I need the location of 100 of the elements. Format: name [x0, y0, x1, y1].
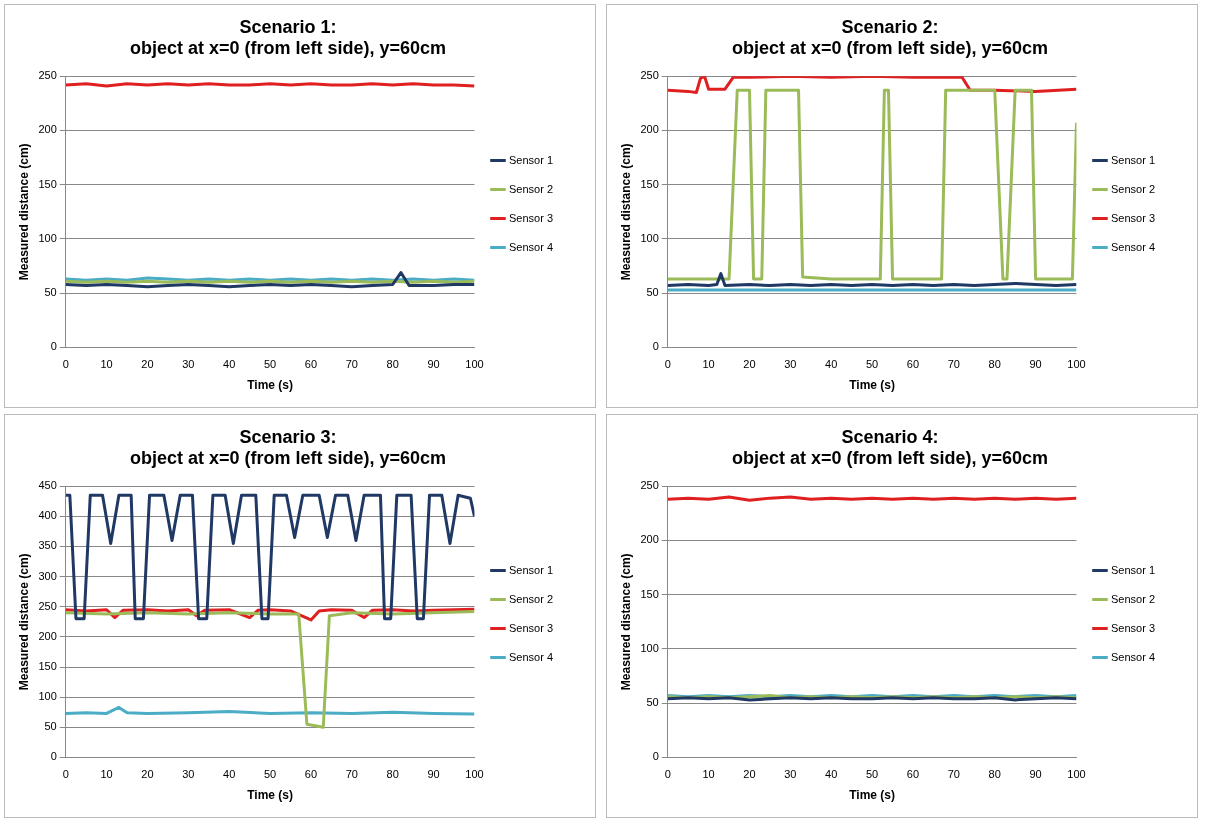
- x-tick-label: 30: [182, 358, 195, 371]
- x-tick-label: 60: [906, 358, 920, 371]
- x-tick-label: 10: [100, 358, 113, 371]
- x-tick-label: 10: [702, 358, 715, 371]
- y-axis-title: Measured distance (cm): [16, 143, 31, 281]
- y-tick-label: 0: [652, 750, 659, 763]
- y-tick-label: 100: [38, 231, 57, 244]
- x-tick-label: 50: [263, 358, 277, 371]
- y-tick-label: 450: [38, 479, 57, 492]
- x-tick-label: 50: [263, 768, 277, 781]
- x-tick-label: 30: [784, 768, 797, 781]
- x-tick-label: 0: [664, 768, 671, 781]
- y-tick-label: 50: [44, 720, 57, 733]
- y-axis-title: Measured distance (cm): [16, 553, 31, 691]
- x-tick-label: 80: [386, 358, 399, 371]
- y-tick-label: 200: [38, 123, 57, 136]
- legend-label: Sensor 1: [1110, 153, 1155, 166]
- x-tick-label: 90: [1029, 358, 1042, 371]
- y-tick-label: 250: [38, 69, 57, 82]
- y-tick-label: 200: [640, 533, 659, 546]
- y-tick-label: 250: [640, 479, 659, 492]
- y-tick-label: 0: [50, 750, 57, 763]
- x-tick-label: 70: [345, 768, 358, 781]
- chart-title: Scenario 4: object at x=0 (from left side), y=60cm: [731, 426, 1049, 469]
- y-tick-label: 150: [38, 177, 57, 190]
- x-tick-label: 0: [62, 768, 69, 781]
- x-tick-label: 30: [182, 768, 195, 781]
- legend-label: Sensor 1: [508, 153, 553, 166]
- x-tick-label: 50: [865, 768, 879, 781]
- x-tick-label: 100: [465, 768, 484, 781]
- legend-label: Sensor 2: [1110, 182, 1155, 195]
- y-tick-label: 0: [652, 340, 659, 353]
- x-tick-label: 40: [825, 358, 838, 371]
- x-tick-label: 70: [947, 358, 960, 371]
- y-axis-title: Measured distance (cm): [618, 143, 633, 281]
- x-tick-label: 60: [304, 358, 318, 371]
- x-axis-title: Time (s): [247, 378, 294, 393]
- x-tick-label: 0: [664, 358, 671, 371]
- y-tick-label: 50: [646, 696, 659, 709]
- y-tick-label: 250: [640, 69, 659, 82]
- x-tick-label: 10: [100, 768, 113, 781]
- x-tick-label: 40: [825, 768, 838, 781]
- legend-label: Sensor 4: [508, 240, 553, 253]
- y-tick-label: 300: [38, 569, 57, 582]
- x-tick-label: 80: [988, 358, 1001, 371]
- y-tick-label: 250: [38, 599, 57, 612]
- legend-label: Sensor 4: [508, 650, 553, 663]
- x-tick-label: 90: [1029, 768, 1042, 781]
- y-axis-title: Measured distance (cm): [618, 553, 633, 691]
- legend-label: Sensor 3: [508, 211, 553, 224]
- y-tick-label: 200: [38, 629, 57, 642]
- x-tick-label: 0: [62, 358, 69, 371]
- legend-label: Sensor 1: [1110, 563, 1155, 576]
- legend-label: Sensor 3: [1110, 211, 1155, 224]
- x-tick-label: 90: [427, 358, 440, 371]
- x-tick-label: 70: [345, 358, 358, 371]
- x-tick-label: 70: [947, 768, 960, 781]
- x-tick-label: 20: [743, 358, 756, 371]
- legend-label: Sensor 3: [508, 621, 553, 634]
- legend-label: Sensor 2: [1110, 592, 1155, 605]
- legend-label: Sensor 3: [1110, 621, 1155, 634]
- legend-label: Sensor 4: [1110, 240, 1155, 253]
- x-axis-title: Time (s): [849, 788, 896, 803]
- y-tick-label: 150: [640, 587, 659, 600]
- x-tick-label: 100: [465, 358, 484, 371]
- y-tick-label: 350: [38, 539, 57, 552]
- x-tick-label: 40: [223, 768, 236, 781]
- x-tick-label: 50: [865, 358, 879, 371]
- x-tick-label: 30: [784, 358, 797, 371]
- y-tick-label: 100: [38, 690, 57, 703]
- x-tick-label: 40: [223, 358, 236, 371]
- x-tick-label: 10: [702, 768, 715, 781]
- x-tick-label: 100: [1067, 358, 1086, 371]
- y-tick-label: 100: [640, 641, 659, 654]
- x-tick-label: 80: [386, 768, 399, 781]
- x-tick-label: 80: [988, 768, 1001, 781]
- legend-label: Sensor 1: [508, 563, 553, 576]
- y-tick-label: 100: [640, 231, 659, 244]
- legend-label: Sensor 2: [508, 182, 553, 195]
- chart-title: Scenario 3: object at x=0 (from left side), y=60cm: [129, 426, 447, 469]
- y-tick-label: 0: [50, 340, 57, 353]
- y-tick-label: 50: [646, 286, 659, 299]
- x-tick-label: 100: [1067, 768, 1086, 781]
- y-tick-label: 400: [38, 509, 57, 522]
- chart-title: Scenario 2: object at x=0 (from left side), y=60cm: [731, 16, 1049, 59]
- x-axis-title: Time (s): [247, 788, 294, 803]
- x-tick-label: 90: [427, 768, 440, 781]
- y-tick-label: 50: [44, 286, 57, 299]
- legend-label: Sensor 2: [508, 592, 553, 605]
- chart-title: Scenario 1: object at x=0 (from left side), y=60cm: [129, 16, 447, 59]
- x-tick-label: 20: [743, 768, 756, 781]
- x-tick-label: 60: [304, 768, 318, 781]
- y-tick-label: 150: [38, 660, 57, 673]
- x-tick-label: 20: [141, 358, 154, 371]
- x-tick-label: 60: [906, 768, 920, 781]
- x-tick-label: 20: [141, 768, 154, 781]
- y-tick-label: 200: [640, 123, 659, 136]
- legend-label: Sensor 4: [1110, 650, 1155, 663]
- x-axis-title: Time (s): [849, 378, 896, 393]
- y-tick-label: 150: [640, 177, 659, 190]
